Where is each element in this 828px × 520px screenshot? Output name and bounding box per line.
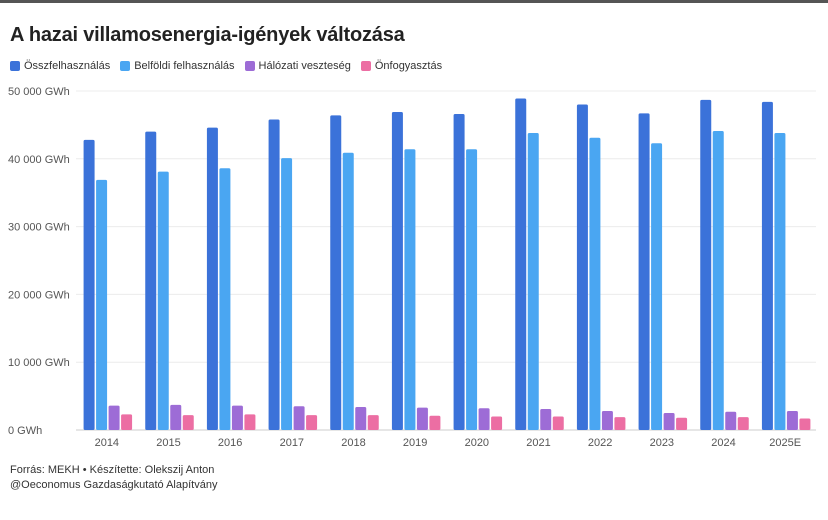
bar — [515, 98, 527, 430]
x-tick-label: 2021 — [526, 437, 550, 449]
bar — [170, 404, 182, 430]
x-tick-label: 2023 — [650, 437, 674, 449]
bar — [761, 101, 773, 431]
bar — [293, 406, 305, 430]
bar — [478, 408, 490, 430]
legend-label-domestic: Belföldi felhasználás — [134, 60, 235, 72]
source-note: Forrás: MEKH • Készítette: Olekszij Anto… — [10, 464, 215, 476]
legend-label-network-loss: Hálózati veszteség — [258, 60, 351, 72]
x-tick-label: 2025E — [769, 437, 801, 449]
bar — [157, 171, 169, 430]
bar — [96, 179, 108, 430]
bar — [491, 416, 503, 430]
bar — [416, 407, 428, 430]
x-tick-label: 2019 — [403, 437, 427, 449]
bar — [404, 149, 416, 431]
bar — [219, 168, 231, 430]
x-tick-label: 2017 — [280, 437, 304, 449]
bar — [663, 413, 675, 430]
bar — [552, 416, 564, 430]
bar — [576, 104, 588, 430]
bar — [799, 418, 811, 430]
bar — [737, 417, 749, 430]
chart-title: A hazai villamosenergia-igények változás… — [10, 24, 405, 46]
bar — [700, 99, 712, 430]
bar — [601, 411, 613, 430]
bar — [244, 414, 256, 430]
bar — [453, 114, 465, 430]
bar — [429, 415, 441, 430]
bar — [121, 414, 133, 430]
legend-item-network-loss[interactable]: Hálózati veszteség — [244, 60, 351, 72]
bar — [306, 415, 318, 430]
x-tick-label: 2022 — [588, 437, 612, 449]
x-tick-label: 2015 — [156, 437, 180, 449]
bar — [268, 119, 280, 430]
x-tick-label: 2018 — [341, 437, 365, 449]
bar — [589, 137, 601, 431]
bar — [231, 405, 243, 430]
bar — [712, 131, 724, 430]
bar — [638, 113, 650, 431]
bar — [145, 131, 157, 430]
legend-item-self-consumption[interactable]: Önfogyasztás — [360, 60, 443, 72]
bar — [676, 417, 688, 430]
x-tick-label: 2024 — [711, 437, 735, 449]
bar — [466, 149, 478, 431]
y-tick-label: 0 GWh — [8, 425, 42, 437]
legend-item-total[interactable]: Összfelhasználás — [10, 60, 110, 72]
legend: Összfelhasználás Belföldi felhasználás H… — [10, 60, 442, 72]
bar — [355, 406, 367, 430]
legend-swatch-network-loss — [244, 61, 255, 71]
bar — [651, 143, 663, 430]
bar — [182, 415, 194, 430]
bar — [527, 133, 539, 430]
legend-swatch-self-consumption — [360, 61, 371, 71]
legend-label-self-consumption: Önfogyasztás — [374, 60, 443, 72]
y-tick-label: 10 000 GWh — [8, 357, 70, 369]
credit-note: @Oeconomus Gazdaságkutató Alapítvány — [10, 479, 218, 491]
bar — [108, 405, 120, 430]
x-tick-label: 2014 — [95, 437, 119, 449]
bar — [281, 158, 293, 430]
legend-item-domestic[interactable]: Belföldi felhasználás — [120, 60, 235, 72]
y-tick-label: 50 000 GWh — [8, 86, 70, 98]
y-tick-label: 20 000 GWh — [8, 289, 70, 301]
bar — [725, 411, 737, 430]
footer: Forrás: MEKH • Készítette: Olekszij Anto… — [10, 463, 217, 493]
bar — [774, 133, 786, 430]
bar — [206, 127, 218, 430]
x-tick-label: 2016 — [218, 437, 242, 449]
legend-label-total: Összfelhasználás — [24, 60, 111, 72]
legend-swatch-domestic — [120, 61, 131, 71]
x-tick-label: 2020 — [465, 437, 489, 449]
bar-chart: 0 GWh 10 000 GWh 20 000 GWh 30 000 GWh 40 00… — [8, 86, 816, 449]
top-rule — [0, 0, 828, 3]
bar — [330, 115, 342, 430]
bar — [83, 139, 95, 430]
bar — [367, 415, 379, 430]
bar — [342, 152, 354, 430]
bar — [540, 408, 552, 430]
legend-swatch-total — [10, 61, 20, 71]
bar — [391, 112, 403, 430]
bar — [786, 411, 798, 430]
y-tick-label: 40 000 GWh — [8, 154, 70, 166]
y-tick-label: 30 000 GWh — [8, 222, 70, 234]
bar — [614, 417, 626, 430]
